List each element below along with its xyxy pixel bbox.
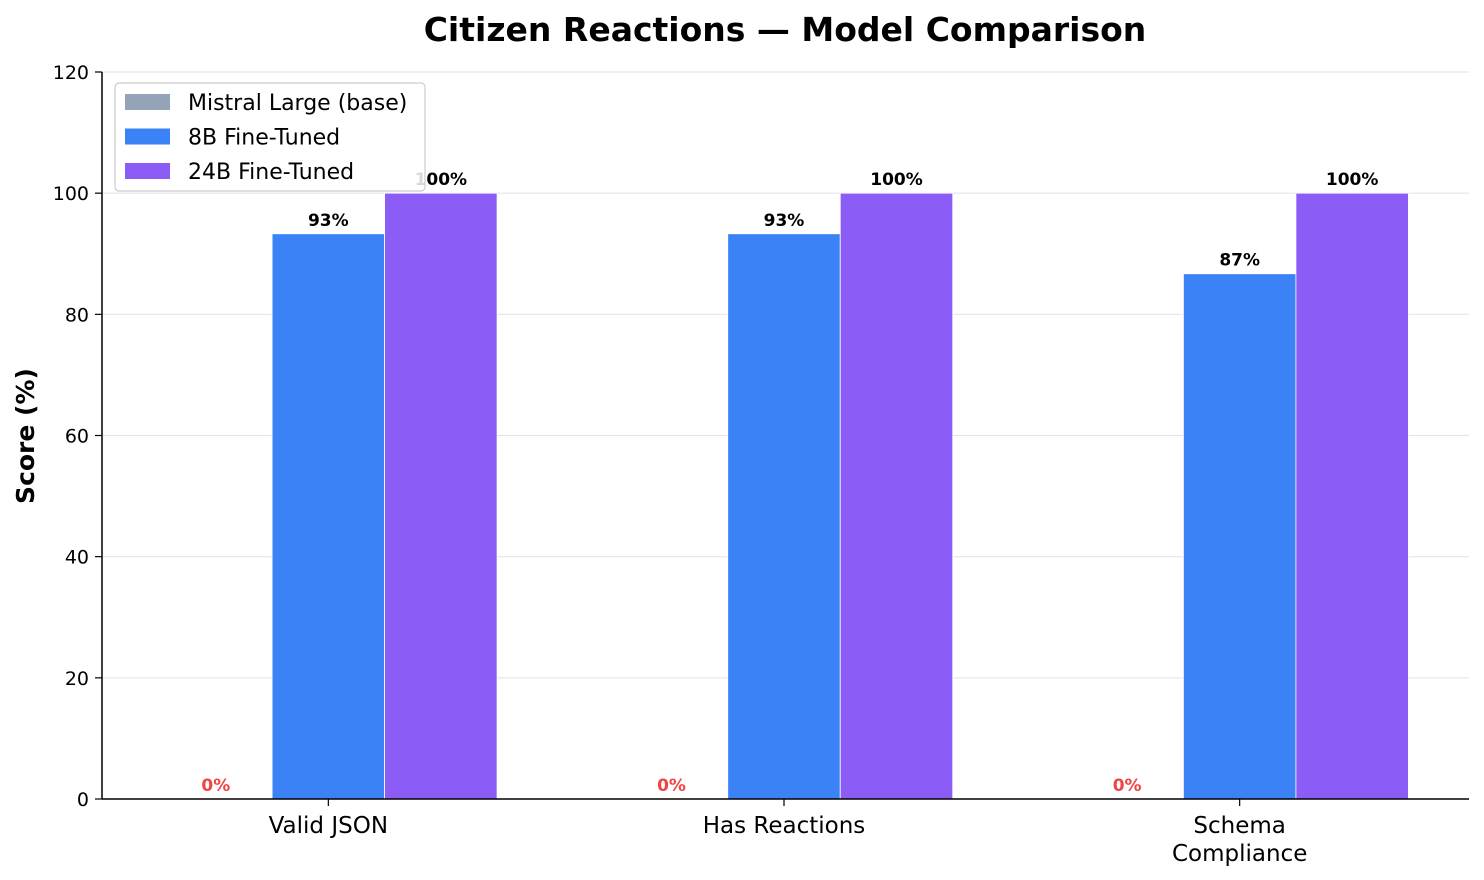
data-label-0-1: 0% [657, 776, 686, 796]
x-tick-label: Has Reactions [703, 813, 866, 839]
legend-swatch-1 [125, 128, 170, 145]
data-label-2-1: 100% [870, 170, 923, 190]
legend-swatch-2 [125, 163, 170, 179]
data-label-2-0: 100% [415, 170, 468, 190]
data-label-1-2: 87% [1219, 251, 1260, 271]
bar-1-0 [271, 233, 385, 800]
x-tick-label: Compliance [1172, 841, 1307, 867]
legend: Mistral Large (base) 8B Fine-Tuned 24B Fin… [114, 82, 426, 192]
legend-box [114, 82, 426, 192]
bars [271, 192, 1409, 800]
y-axis-label: Score (%) [11, 368, 40, 504]
bar-2-1 [839, 192, 954, 800]
legend-label-1: 8B Fine-Tuned [188, 126, 340, 151]
y-tick-label: 60 [65, 426, 89, 448]
y-tick-label: 80 [65, 304, 89, 326]
axes: 0 20 40 60 80 100 120 Valid JSON Has Reactions Sc… [53, 62, 1469, 867]
y-tick-label: 0 [77, 789, 89, 811]
data-label-0-2: 0% [1113, 776, 1142, 796]
legend-swatch-0 [125, 94, 170, 110]
y-tick-label: 40 [65, 547, 89, 569]
legend-label-2: 24B Fine-Tuned [188, 160, 354, 185]
x-tick-label: Valid JSON [269, 813, 388, 839]
data-label-1-1: 93% [764, 211, 805, 231]
y-tick-label: 100 [53, 183, 89, 205]
data-label-2-2: 100% [1326, 170, 1379, 190]
bar-2-0 [384, 192, 498, 800]
bar-2-2 [1295, 192, 1409, 800]
bar-1-2 [1183, 273, 1297, 800]
data-labels: 0% 0% 0% 93% 93% 87% 100% 100% 100% [201, 170, 1378, 796]
chart-title: Citizen Reactions — Model Comparison [424, 10, 1147, 49]
data-label-0-0: 0% [201, 776, 230, 796]
x-tick-label: Schema [1193, 813, 1285, 839]
bar-1-1 [727, 233, 841, 800]
legend-label-0: Mistral Large (base) [188, 91, 407, 116]
y-tick-label: 120 [53, 62, 89, 84]
y-tick-label: 20 [65, 668, 89, 690]
data-label-1-0: 93% [308, 211, 349, 231]
